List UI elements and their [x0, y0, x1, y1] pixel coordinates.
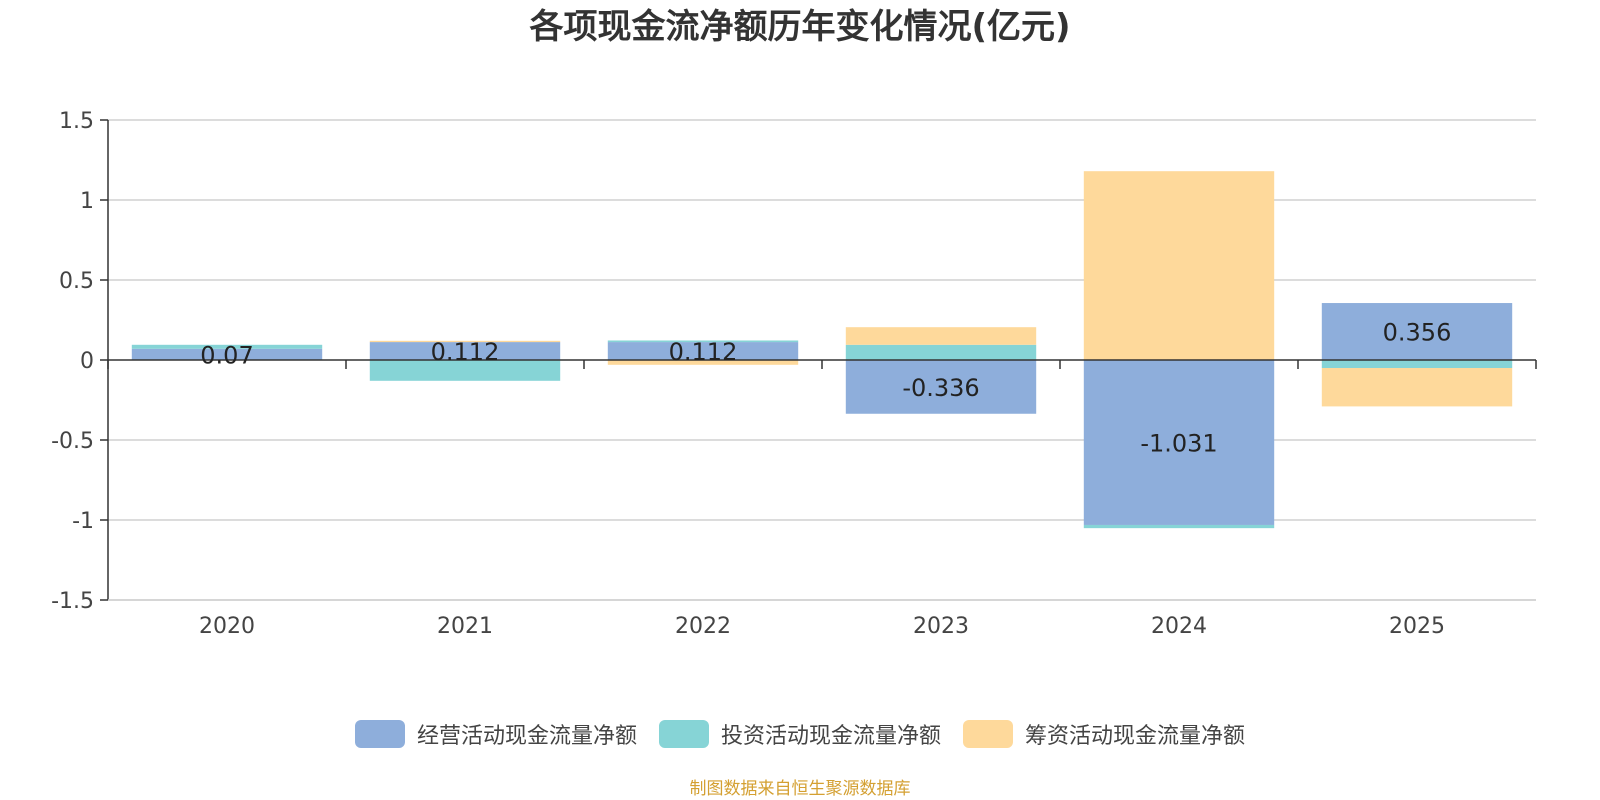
bars	[131, 171, 1513, 529]
x-tick-label-2023: 2023	[913, 614, 969, 639]
legend-label-operating: 经营活动现金流量净额	[416, 724, 637, 749]
y-tick-label: 0.5	[59, 269, 94, 294]
bar-2021-series-1	[369, 360, 561, 381]
chart-plot: 1.510.50-0.5-1-1.5 2020 2021 2022 2023 2024 2…	[51, 109, 1537, 639]
legend-label-financing: 筹资活动现金流量净额	[1025, 724, 1246, 749]
bar-2023-series-2	[845, 327, 1037, 345]
data-label-2023: -0.336	[902, 374, 979, 402]
x-tick-label-2021: 2021	[437, 614, 493, 639]
data-label-2020: 0.07	[200, 341, 253, 369]
x-tick-label-2020: 2020	[199, 614, 255, 639]
y-tick-label: -1	[72, 509, 94, 534]
legend-swatch-operating	[354, 720, 405, 748]
x-tick-label-2024: 2024	[1151, 614, 1207, 639]
x-tick-label-2022: 2022	[675, 614, 731, 639]
data-label-2025: 0.356	[1383, 319, 1452, 347]
bar-2022-series-0	[607, 342, 799, 360]
legend-swatch-financing	[963, 720, 1013, 748]
bar-2020-series-1	[131, 344, 323, 349]
legend-item-operating[interactable]: 经营活动现金流量净额	[354, 718, 637, 750]
data-labels: 0.07 0.112 0.112 -0.336 -1.031 0.356	[200, 319, 1451, 458]
x-axis-ticks: 2020 2021 2022 2023 2024 2025	[107, 360, 1537, 639]
data-label-2024: -1.031	[1140, 429, 1217, 457]
bar-2025-series-0	[1321, 303, 1513, 360]
legend-item-investing[interactable]: 投资活动现金流量净额	[658, 718, 941, 750]
bar-2025-series-1	[1321, 360, 1513, 368]
legend-label-investing: 投资活动现金流量净额	[720, 724, 941, 749]
bar-2023-series-0	[845, 360, 1037, 414]
y-tick-label: -1.5	[51, 589, 94, 614]
bar-2025-series-2	[1321, 368, 1513, 407]
bar-2020-series-0	[131, 348, 323, 360]
bar-2022-series-2	[607, 360, 799, 365]
y-tick-label: 1.5	[59, 109, 94, 134]
legend-item-financing[interactable]: 筹资活动现金流量净额	[963, 718, 1245, 750]
bar-2022-series-1	[607, 340, 799, 343]
x-tick-label-2025: 2025	[1389, 614, 1445, 639]
y-tick-label: 1	[80, 189, 94, 214]
source-note: 制图数据来自恒生聚源数据库	[689, 779, 911, 799]
data-label-2021: 0.112	[431, 338, 500, 366]
chart-title: 各项现金流净额历年变化情况(亿元)	[529, 7, 1071, 47]
bar-2021-series-2	[369, 340, 561, 343]
y-axis-ticks: 1.5 1 0.5 0 -0.5 -1 -1.5	[51, 109, 108, 614]
y-tick-label: -0.5	[51, 429, 94, 454]
bar-2021-series-0	[369, 342, 561, 360]
bar-2023-series-1	[845, 344, 1037, 360]
legend-swatch-investing	[658, 720, 709, 748]
bar-2024-series-0	[1083, 360, 1275, 525]
legend: 经营活动现金流量净额 投资活动现金流量净额 筹资活动现金流量净额	[0, 718, 1600, 750]
bar-2024-series-2	[1083, 171, 1275, 360]
data-label-2022: 0.112	[669, 338, 738, 366]
bar-2024-series-1	[1083, 524, 1275, 529]
y-tick-label: 0	[80, 349, 94, 374]
